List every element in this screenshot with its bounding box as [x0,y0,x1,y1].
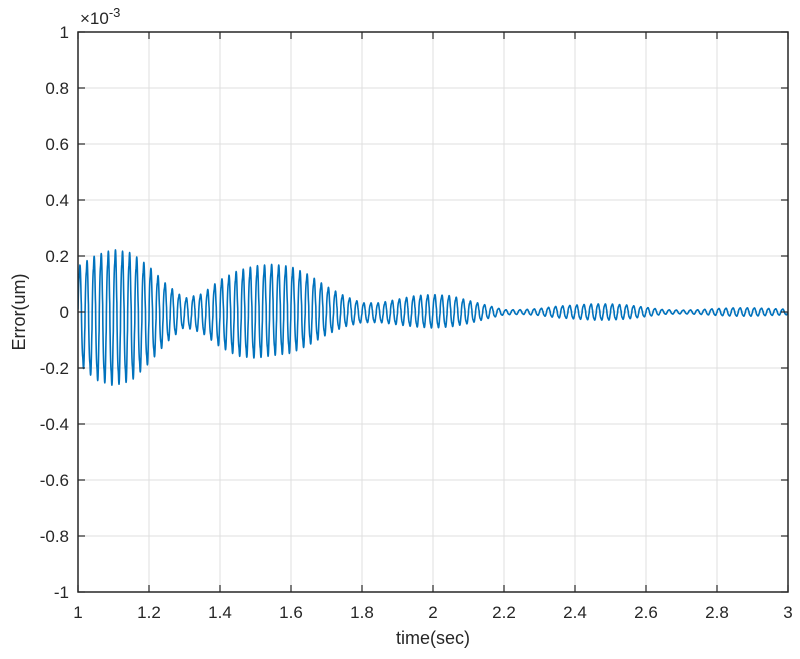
y-tick-label: -0.4 [40,415,69,434]
x-tick-labels: 1 1.2 1.4 1.6 1.8 2 2.2 2.4 2.6 2.8 3 [73,603,792,622]
y-axis-label: Error(um) [9,274,29,351]
y-tick-label: 0.2 [45,247,69,266]
x-tick-label: 1.8 [350,603,374,622]
y-tick-labels: 1 0.8 0.6 0.4 0.2 0 -0.2 -0.4 -0.6 -0.8 -1 [40,23,69,602]
y-tick-label: 0.4 [45,191,69,210]
x-tick-label: 1.6 [279,603,303,622]
x-tick-label: 3 [783,603,792,622]
y-tick-label: 1 [60,23,69,42]
y-tick-label: -0.2 [40,359,69,378]
x-tick-label: 2.6 [634,603,658,622]
x-tick-label: 1 [73,603,82,622]
error-series-line [78,249,788,386]
x-tick-label: 1.2 [137,603,161,622]
x-tick-label: 2.2 [492,603,516,622]
y-tick-label: -0.8 [40,527,69,546]
y-tick-label: 0.8 [45,79,69,98]
x-tick-label: 2.4 [563,603,587,622]
x-axis-label: time(sec) [396,628,470,648]
x-tick-label: 2.8 [705,603,729,622]
y-tick-label: -1 [54,583,69,602]
x-tick-label: 1.4 [208,603,232,622]
y-exponent-label: ×10-3 [80,5,120,28]
x-tick-label: 2 [428,603,437,622]
y-tick-label: -0.6 [40,471,69,490]
axis-ticks [77,31,789,593]
y-tick-label: 0.6 [45,135,69,154]
y-tick-label: 0 [60,303,69,322]
plot-area [78,249,788,386]
